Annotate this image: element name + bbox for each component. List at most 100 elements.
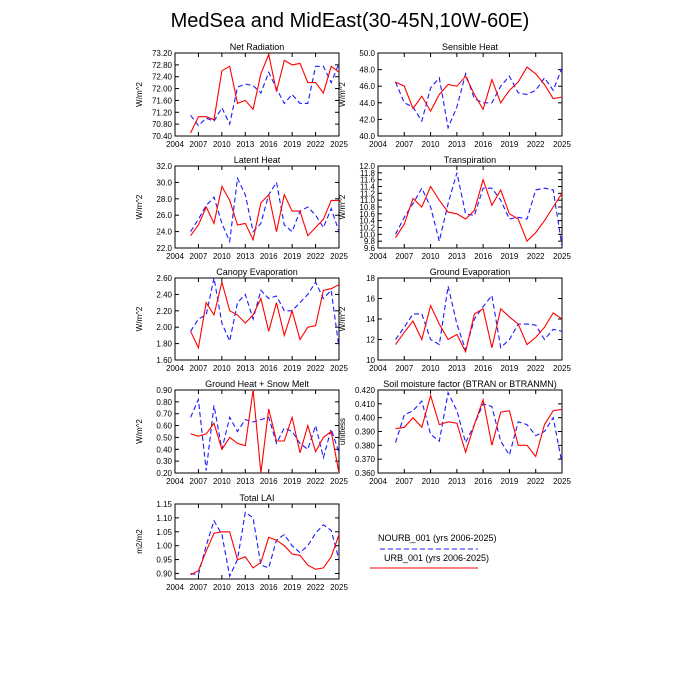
- panel-0: Net Radiation 70.40 70.80 71.20 71.60 72.00 72…: [135, 42, 348, 149]
- panel-5: Ground Evaporation 10 12 14 16 18 2004 2007 2010…: [338, 267, 571, 373]
- series-line-nourb_001: [190, 397, 339, 471]
- x-tick-label: 2004: [369, 140, 387, 149]
- y-axis-label: W/m^2: [338, 194, 347, 219]
- x-tick-label: 2007: [395, 252, 413, 261]
- x-tick-label: 2007: [190, 364, 208, 373]
- series-line-nourb_001: [190, 278, 339, 348]
- y-tick-label: 1.10: [156, 514, 172, 523]
- y-tick-label: 48.0: [359, 66, 375, 75]
- x-tick-label: 2016: [474, 252, 492, 261]
- plot-frame: [377, 277, 563, 361]
- x-tick-label: 2007: [190, 140, 208, 149]
- y-tick-label: 12.0: [359, 162, 375, 171]
- x-tick-label: 2007: [395, 364, 413, 373]
- x-tick-label: 2004: [369, 364, 387, 373]
- panel-title: Ground Heat + Snow Melt: [205, 379, 309, 389]
- panel-7: Soil moisture factor (BTRAN or BTRANMN) 0…: [338, 379, 571, 486]
- y-tick-label: 40.0: [359, 132, 375, 141]
- x-tick-label: 2019: [283, 252, 301, 261]
- series-line-urb_001: [395, 304, 562, 354]
- x-tick-label: 2010: [213, 583, 231, 592]
- series-line-nourb_001: [394, 67, 562, 130]
- series-line-nourb_001: [394, 391, 562, 464]
- x-tick-label: 2010: [213, 252, 231, 261]
- x-tick-label: 2004: [166, 364, 184, 373]
- legend-label: URB_001 (yrs 2006-2025): [384, 553, 489, 563]
- y-tick-label: 2.60: [156, 274, 172, 283]
- y-tick-label: 1.80: [156, 340, 172, 349]
- panels: Net Radiation 70.40 70.80 71.20 71.60 72.00 72…: [135, 42, 571, 592]
- y-tick-label: 42.0: [359, 115, 375, 124]
- x-tick-label: 2025: [553, 140, 571, 149]
- panel-title: Transpiration: [444, 155, 496, 165]
- y-tick-label: 44.0: [359, 99, 375, 108]
- x-tick-label: 2022: [307, 140, 325, 149]
- x-tick-label: 2010: [422, 364, 440, 373]
- y-tick-label: 0.90: [156, 569, 172, 578]
- x-tick-label: 2025: [330, 364, 348, 373]
- x-tick-label: 2016: [474, 477, 492, 486]
- panel-title: Ground Evaporation: [430, 267, 511, 277]
- y-tick-label: 1.15: [156, 500, 172, 509]
- x-tick-label: 2010: [213, 364, 231, 373]
- plot-frame: [174, 277, 340, 361]
- plot-frame: [174, 165, 340, 249]
- y-tick-label: 11.0: [360, 196, 376, 205]
- y-axis-label: W/m^2: [135, 419, 144, 444]
- y-tick-label: 71.60: [152, 96, 173, 105]
- y-axis-label: m2/m2: [135, 529, 144, 554]
- y-tick-label: 0.90: [156, 386, 172, 395]
- y-tick-label: 9.6: [364, 244, 376, 253]
- x-tick-label: 2007: [190, 252, 208, 261]
- y-axis-label: W/m^2: [338, 306, 347, 331]
- x-tick-label: 2025: [330, 477, 348, 486]
- x-tick-label: 2004: [166, 252, 184, 261]
- series-line-urb_001: [190, 281, 339, 350]
- x-tick-label: 2025: [330, 252, 348, 261]
- x-tick-label: 2013: [448, 140, 466, 149]
- x-tick-label: 2022: [527, 477, 545, 486]
- y-tick-label: 0.95: [156, 556, 172, 565]
- x-tick-label: 2019: [501, 477, 519, 486]
- y-tick-label: 11.6: [360, 176, 376, 185]
- y-tick-label: 0.380: [355, 441, 376, 450]
- x-tick-label: 2007: [190, 583, 208, 592]
- y-tick-label: 22.0: [156, 244, 172, 253]
- y-tick-label: 24.0: [156, 228, 172, 237]
- x-tick-label: 2022: [307, 477, 325, 486]
- x-tick-label: 2016: [260, 583, 278, 592]
- x-tick-label: 2010: [422, 252, 440, 261]
- x-tick-label: 2013: [236, 583, 254, 592]
- y-tick-label: 0.400: [355, 414, 376, 423]
- y-tick-label: 28.0: [156, 195, 172, 204]
- y-tick-label: 10.8: [359, 203, 375, 212]
- series-line-urb_001: [190, 390, 339, 473]
- panel-title: Canopy Evaporation: [216, 267, 298, 277]
- y-axis-label: W/m^2: [135, 194, 144, 219]
- y-tick-label: 0.50: [156, 433, 172, 442]
- y-tick-label: 0.30: [156, 457, 172, 466]
- x-tick-label: 2019: [283, 477, 301, 486]
- x-tick-label: 2022: [527, 252, 545, 261]
- x-tick-label: 2022: [307, 583, 325, 592]
- panel-title: Soil moisture factor (BTRAN or BTRANMN): [383, 379, 557, 389]
- y-tick-label: 0.410: [355, 400, 376, 409]
- x-tick-label: 2016: [260, 364, 278, 373]
- y-tick-label: 73.20: [152, 49, 173, 58]
- plot-frame: [377, 52, 563, 137]
- y-axis-label: W/m^2: [338, 82, 347, 107]
- x-tick-label: 2013: [236, 364, 254, 373]
- y-tick-label: 2.40: [156, 290, 172, 299]
- x-tick-label: 2016: [260, 477, 278, 486]
- x-tick-label: 2013: [448, 252, 466, 261]
- x-tick-label: 2019: [501, 140, 519, 149]
- y-tick-label: 10.2: [359, 224, 375, 233]
- plot-frame: [174, 503, 340, 580]
- y-tick-label: 10.0: [359, 230, 375, 239]
- panel-title: Total LAI: [239, 493, 274, 503]
- y-tick-label: 0.70: [156, 410, 172, 419]
- x-tick-label: 2010: [422, 477, 440, 486]
- x-tick-label: 2004: [369, 477, 387, 486]
- y-tick-label: 50.0: [359, 49, 375, 58]
